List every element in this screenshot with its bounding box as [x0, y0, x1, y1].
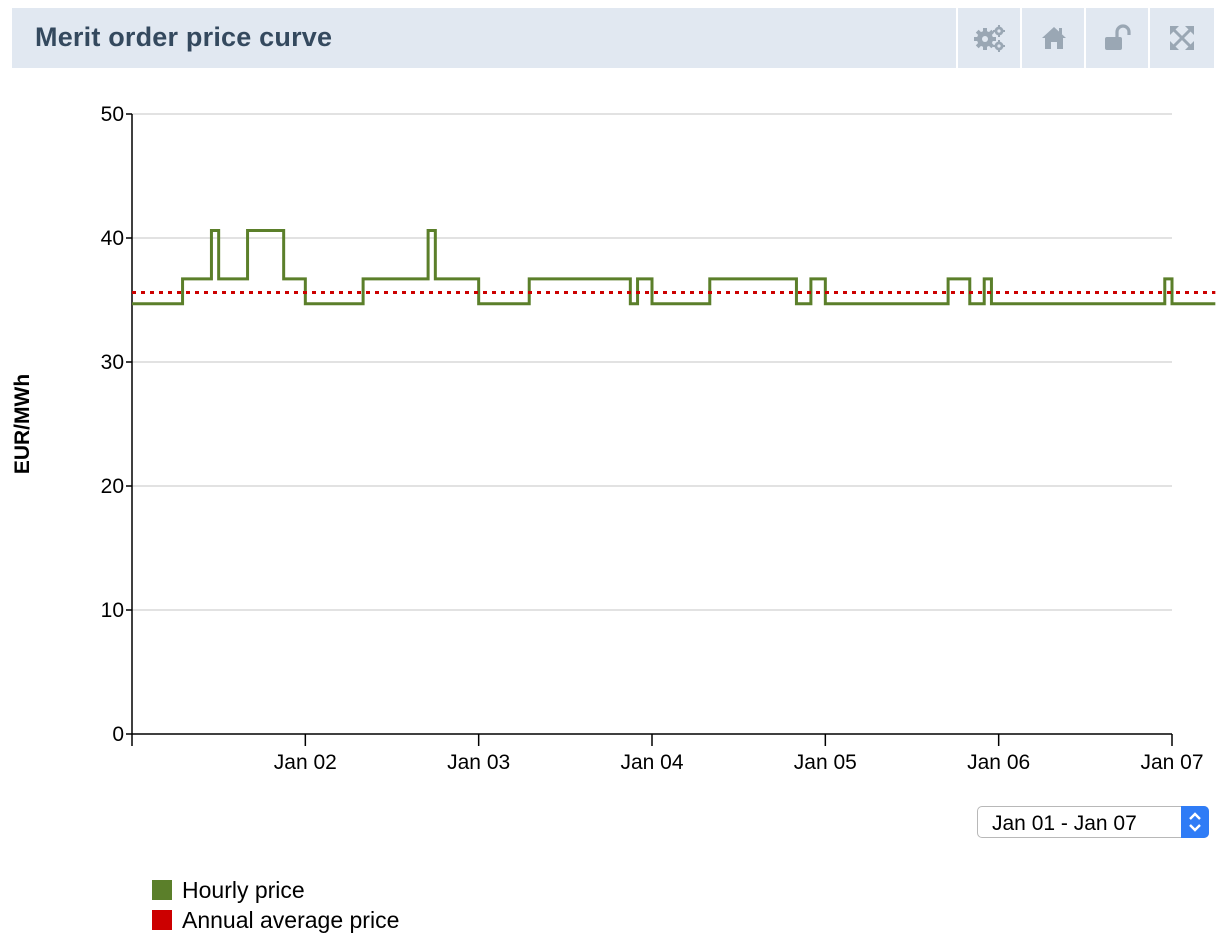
y-tick-label: 0	[112, 723, 124, 746]
series-hourly-price-line	[132, 229, 1216, 306]
date-range-value: Jan 01 - Jan 07	[992, 812, 1137, 835]
y-tick-label: 50	[101, 103, 124, 126]
y-tick-label: 20	[101, 475, 124, 498]
select-arrows-icon	[1181, 806, 1209, 838]
y-axis-label: EUR/MWh	[11, 374, 34, 474]
lock-button[interactable]	[1084, 8, 1149, 68]
fullscreen-icon	[1169, 26, 1194, 50]
settings-gears-icon	[973, 25, 1005, 52]
home-icon	[1041, 27, 1066, 49]
x-tick-label: Jan 03	[447, 751, 510, 774]
legend-swatch-average	[152, 910, 172, 930]
y-tick-label: 10	[101, 599, 124, 622]
x-tick-label: Jan 04	[620, 751, 683, 774]
x-tick-label: Jan 06	[967, 751, 1030, 774]
chart-title: Merit order price curve	[35, 22, 333, 52]
legend-label: Hourly price	[182, 877, 305, 903]
x-tick-label: Jan 07	[1140, 751, 1203, 774]
unlock-icon	[1104, 24, 1131, 50]
fullscreen-button[interactable]	[1148, 8, 1213, 68]
date-range-select[interactable]: Jan 01 - Jan 07	[977, 806, 1209, 838]
y-tick-label: 40	[101, 227, 124, 250]
home-button[interactable]	[1020, 8, 1085, 68]
x-tick-label: Jan 05	[794, 751, 857, 774]
x-tick-label: Jan 02	[274, 751, 337, 774]
chart-header: Merit order price curve	[12, 8, 1214, 68]
legend-swatch-hourly	[152, 880, 172, 900]
legend-label: Annual average price	[182, 907, 400, 933]
y-tick-label: 30	[101, 351, 124, 374]
settings-button[interactable]	[956, 8, 1021, 68]
